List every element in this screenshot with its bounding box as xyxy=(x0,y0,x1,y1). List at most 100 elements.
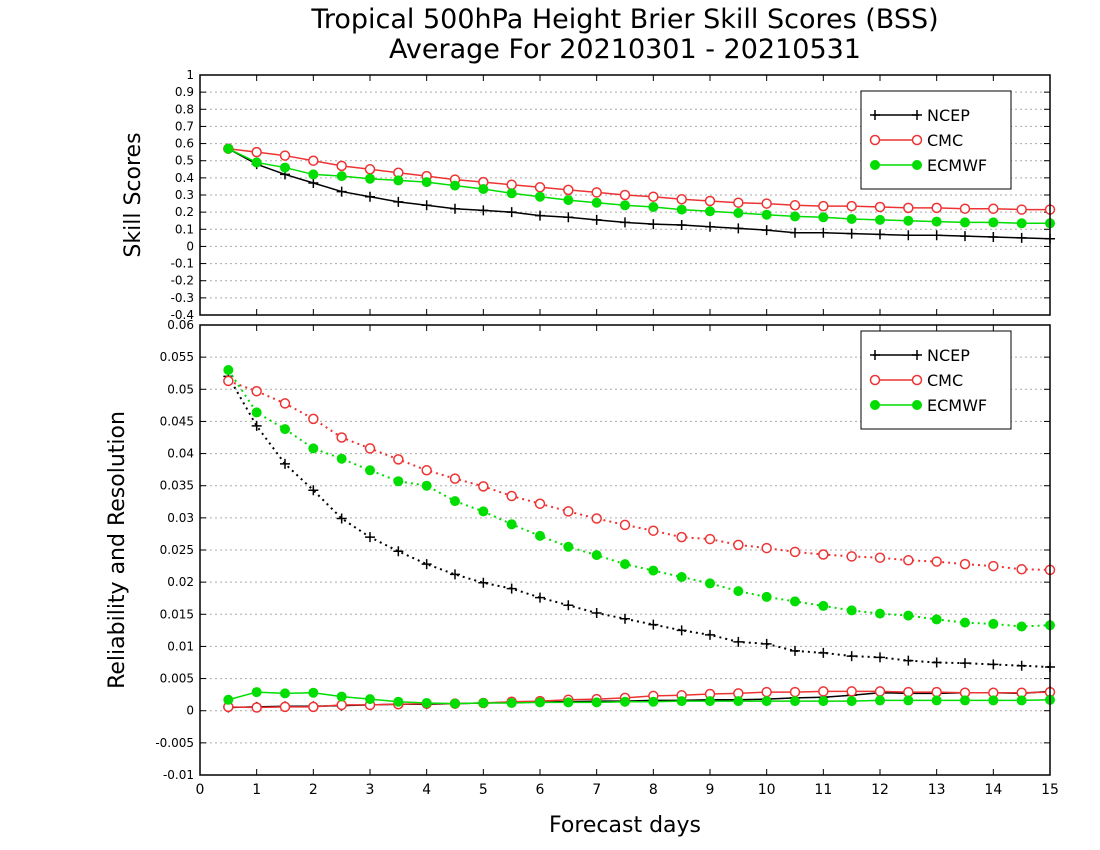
data-point xyxy=(535,592,545,603)
data-point xyxy=(1016,660,1027,671)
data-point xyxy=(648,565,659,576)
data-point xyxy=(251,420,262,431)
data-point xyxy=(365,465,375,476)
y-tick-label: 0.05 xyxy=(167,382,194,396)
data-point xyxy=(223,694,234,705)
plot-frame xyxy=(199,324,1051,776)
data-point xyxy=(648,696,659,707)
data-point xyxy=(280,424,290,435)
data-point xyxy=(336,453,347,464)
data-point xyxy=(251,385,262,397)
data-point xyxy=(534,182,546,193)
data-point xyxy=(705,696,715,707)
legend-marker xyxy=(870,400,880,410)
data-point xyxy=(988,618,999,629)
y-tick-label: 0.025 xyxy=(160,543,194,557)
x-tick-label: 3 xyxy=(366,782,375,798)
data-point xyxy=(421,559,432,570)
legend-label: CMC xyxy=(927,371,963,390)
legend-marker xyxy=(870,350,880,360)
legend-marker xyxy=(869,134,881,146)
data-point xyxy=(789,200,801,211)
data-point xyxy=(393,546,404,557)
data-point xyxy=(506,583,517,594)
y-tick-label: 0 xyxy=(186,239,194,253)
data-point xyxy=(365,191,375,202)
data-point xyxy=(308,413,319,425)
y-tick-label: 0.015 xyxy=(160,607,194,621)
data-point xyxy=(959,203,971,214)
data-point xyxy=(421,200,432,211)
data-point xyxy=(874,201,886,213)
data-point xyxy=(761,686,772,698)
data-point xyxy=(846,551,857,562)
data-point xyxy=(478,506,489,517)
data-point xyxy=(591,187,602,198)
data-point xyxy=(308,178,319,188)
data-point xyxy=(676,625,687,636)
data-point xyxy=(648,619,659,630)
legend-marker xyxy=(870,110,880,120)
data-point xyxy=(818,686,829,697)
data-point xyxy=(960,658,970,669)
y-tick-label: 0.01 xyxy=(167,639,194,653)
data-point xyxy=(308,443,319,454)
y-tick-label: -0.1 xyxy=(171,257,194,271)
y-tick-label: 0.3 xyxy=(175,188,194,202)
y-tick-label: 0.04 xyxy=(167,447,194,461)
data-point xyxy=(365,173,375,184)
y-tick-label: 0.2 xyxy=(175,205,194,219)
data-point xyxy=(308,169,319,180)
skill-scores-panel: 1 0.9 0.8 0.7 0.6 0.5 0.4 0.3 0.2 0.1 0 -0.1 -0.2 -0.… xyxy=(171,68,1056,322)
data-point xyxy=(903,555,914,566)
y-tick-label: 0.005 xyxy=(160,672,194,686)
data-point xyxy=(733,696,744,707)
data-point xyxy=(988,560,999,572)
y-tick-label: 0.045 xyxy=(160,414,194,428)
x-tick-label: 2 xyxy=(309,782,318,798)
data-point xyxy=(648,191,659,202)
data-point xyxy=(280,688,290,699)
data-point xyxy=(280,458,290,469)
data-point xyxy=(960,617,970,628)
data-point xyxy=(223,143,234,154)
data-point xyxy=(336,160,347,172)
data-point xyxy=(478,698,489,708)
data-point xyxy=(705,206,715,217)
series-line-ncep xyxy=(227,375,1051,668)
data-point xyxy=(535,530,545,541)
data-point xyxy=(733,208,744,218)
data-point xyxy=(846,605,857,616)
data-point xyxy=(988,203,999,214)
data-point xyxy=(676,696,687,707)
data-point xyxy=(761,198,772,209)
x-tick-label: 0 xyxy=(196,782,205,798)
data-point xyxy=(506,490,517,502)
data-point xyxy=(903,695,914,706)
data-point xyxy=(308,701,319,713)
legend: NCEP CMC ECMWF xyxy=(860,90,1012,190)
x-tick-label: 11 xyxy=(814,782,832,798)
x-tick-label: 13 xyxy=(928,782,946,798)
data-point xyxy=(761,696,772,707)
data-point xyxy=(676,220,687,230)
data-point xyxy=(365,532,375,543)
legend-marker xyxy=(912,110,922,120)
x-tick-label: 4 xyxy=(422,782,431,798)
data-point xyxy=(818,227,829,238)
data-point xyxy=(563,195,574,206)
x-tick-label: 15 xyxy=(1041,782,1059,798)
data-point xyxy=(478,205,489,216)
y-tick-label: -0.005 xyxy=(155,736,194,750)
data-point xyxy=(279,398,291,409)
data-point xyxy=(336,186,347,197)
data-point xyxy=(761,225,772,236)
data-point xyxy=(874,552,886,563)
data-point xyxy=(931,216,942,227)
data-point xyxy=(903,215,914,226)
data-point xyxy=(790,696,800,707)
legend-marker xyxy=(912,350,922,360)
data-point xyxy=(846,214,857,224)
data-point xyxy=(251,687,262,698)
